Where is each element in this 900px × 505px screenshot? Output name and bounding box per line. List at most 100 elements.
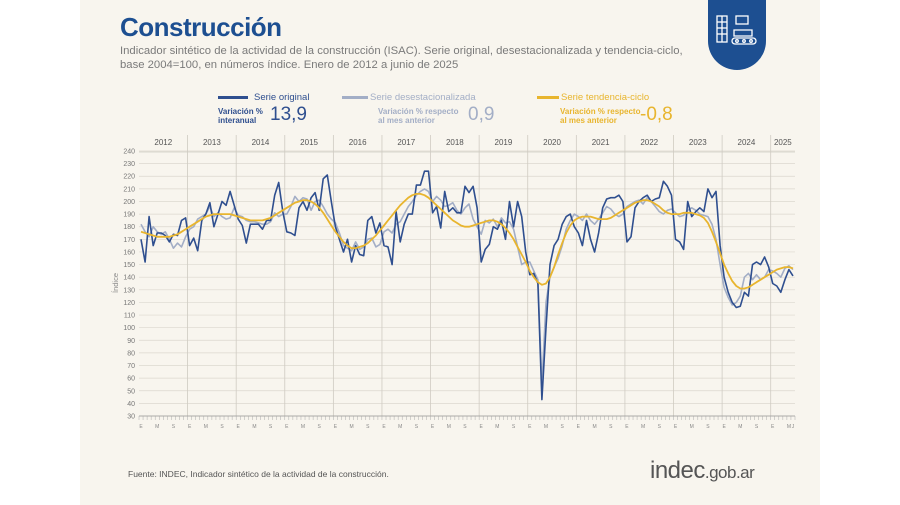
legend-swatch-deseason [342,95,368,99]
var-label-line1: Variación % [218,107,263,116]
y-tick-label: 150 [123,262,135,269]
year-label: 2022 [640,138,658,147]
y-tick-label: 130 [123,287,135,294]
month-label: S [609,424,613,430]
page-subtitle: Indicador sintético de la actividad de l… [120,45,683,71]
year-label: 2017 [397,138,415,147]
month-label: M [350,424,354,430]
y-tick-label: 50 [127,388,135,395]
month-label: E [528,424,532,430]
month-label: E [431,424,435,430]
y-tick-label: 210 [123,186,135,193]
month-label: E [722,424,726,430]
indec-logo: indec.gob.ar [650,457,755,485]
month-label: E [771,424,775,430]
month-label: M [544,424,548,430]
month-label: S [318,424,322,430]
page-background [80,0,820,505]
month-label: E [188,424,192,430]
month-label: S [172,424,176,430]
month-label: S [366,424,370,430]
month-label: E [285,424,289,430]
month-label: M [398,424,402,430]
source-note: Fuente: INDEC, Indicador sintético de la… [128,469,389,479]
month-label: M [447,424,451,430]
y-tick-label: 110 [124,313,135,320]
y-tick-label: 140 [123,275,135,282]
var-label-deseason: Variación % respecto al mes anterior [378,107,458,125]
month-label: J [792,424,795,430]
y-tick-label: 80 [127,350,135,357]
year-label: 2023 [689,138,707,147]
var-label-trend: Variación % respecto al mes anterior [560,107,640,125]
construction-icon [708,0,766,70]
y-tick-label: 200 [123,199,135,206]
legend-label-original: Serie original [254,92,310,103]
month-label: M [495,424,499,430]
y-tick-label: 60 [127,376,135,383]
y-tick-label: 170 [123,237,135,244]
series-line-trend [140,193,794,290]
logo-main: indec [650,457,705,484]
year-label: 2019 [495,138,513,147]
legend-trend: Serie tendencia-ciclo [537,92,649,103]
y-tick-label: 70 [127,363,135,370]
logo-suffix: .gob.ar [704,463,755,482]
y-tick-label: 160 [123,249,135,256]
month-label: E [334,424,338,430]
month-label: S [706,424,710,430]
year-label: 2012 [154,138,172,147]
year-label: 2013 [203,138,221,147]
var-value-original: 13,9 [270,104,307,125]
page-title: Construcción [120,12,282,42]
year-label: 2020 [543,138,561,147]
month-label: M [204,424,208,430]
legend-swatch-original [218,95,248,99]
legend-swatch-trend [537,95,559,99]
series-line-original [140,170,794,401]
y-tick-label: 190 [123,212,135,219]
var-label-line1: Variación % respecto [378,107,459,116]
month-label: S [658,424,662,430]
month-label: M [301,424,305,430]
y-tick-label: 230 [123,161,135,168]
var-value-trend: -0,8 [640,104,673,125]
var-value-deseason: 0,9 [468,104,495,125]
legend-label-deseason: Serie desestacionalizada [370,92,476,103]
legend-deseason: Serie desestacionalizada [342,92,476,103]
month-label: E [674,424,678,430]
month-label: M [155,424,159,430]
legend-label-trend: Serie tendencia-ciclo [561,92,650,103]
series-line-deseason [140,188,794,386]
year-label: 2016 [349,138,367,147]
month-label: M [787,424,791,430]
var-label-line1: Variación % respecto [560,107,641,116]
var-label-original: Variación % interanual [218,107,263,125]
month-label: S [560,424,564,430]
month-label: S [463,424,467,430]
month-label: M [641,424,645,430]
year-label: 2021 [592,138,610,147]
y-axis-label: Índice [111,273,120,293]
month-label: E [237,424,241,430]
month-label: S [269,424,273,430]
y-tick-label: 240 [123,149,135,156]
year-label: 2025 [774,138,792,147]
y-tick-label: 90 [127,338,135,345]
month-label: M [252,424,256,430]
year-label: 2018 [446,138,464,147]
year-label: 2024 [738,138,756,147]
month-label: E [577,424,581,430]
y-tick-label: 40 [127,401,135,408]
var-label-line2: interanual [218,116,257,125]
y-tick-label: 180 [123,224,135,231]
var-label-line2: al mes anterior [560,116,617,125]
month-label: M [592,424,596,430]
y-tick-label: 100 [123,325,135,332]
legend-original: Serie original [218,92,309,103]
month-label: S [512,424,516,430]
month-label: S [755,424,759,430]
year-label: 2014 [252,138,270,147]
month-label: M [738,424,742,430]
